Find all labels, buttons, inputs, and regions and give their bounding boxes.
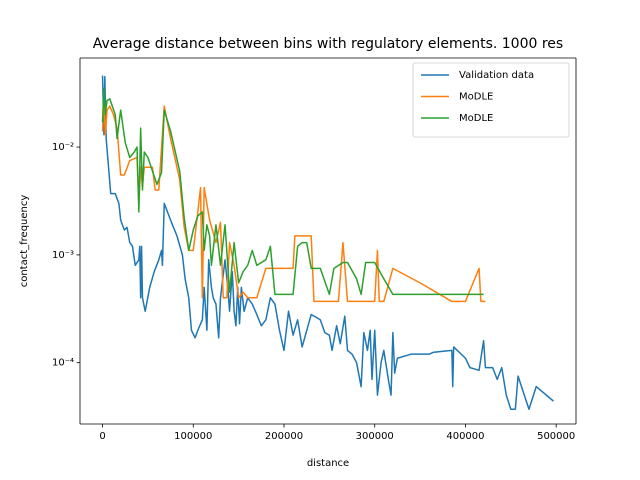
- legend-frame: [412, 62, 570, 138]
- data-line: [101, 75, 554, 410]
- x-tick-label: 200000: [265, 431, 303, 442]
- legend-label: MoDLE: [459, 113, 493, 124]
- x-tick-label: 500000: [537, 431, 575, 442]
- x-tick-label: 100000: [174, 431, 212, 442]
- x-axis-label: distance: [307, 458, 349, 469]
- legend-label: MoDLE: [459, 92, 493, 103]
- x-tick-label: 400000: [446, 431, 484, 442]
- y-tick-label: 10⁻³: [52, 250, 74, 261]
- data-line: [101, 87, 484, 296]
- y-tick-label: 10⁻⁴: [52, 358, 74, 369]
- x-tick-label: 0: [99, 431, 105, 442]
- y-axis-label: contact_frequency: [19, 195, 30, 288]
- legend-label: Validation data: [459, 70, 534, 81]
- y-tick-label: 10⁻²: [52, 142, 74, 153]
- x-tick-label: 300000: [356, 431, 394, 442]
- chart-title: Average distance between bins with regul…: [93, 36, 563, 52]
